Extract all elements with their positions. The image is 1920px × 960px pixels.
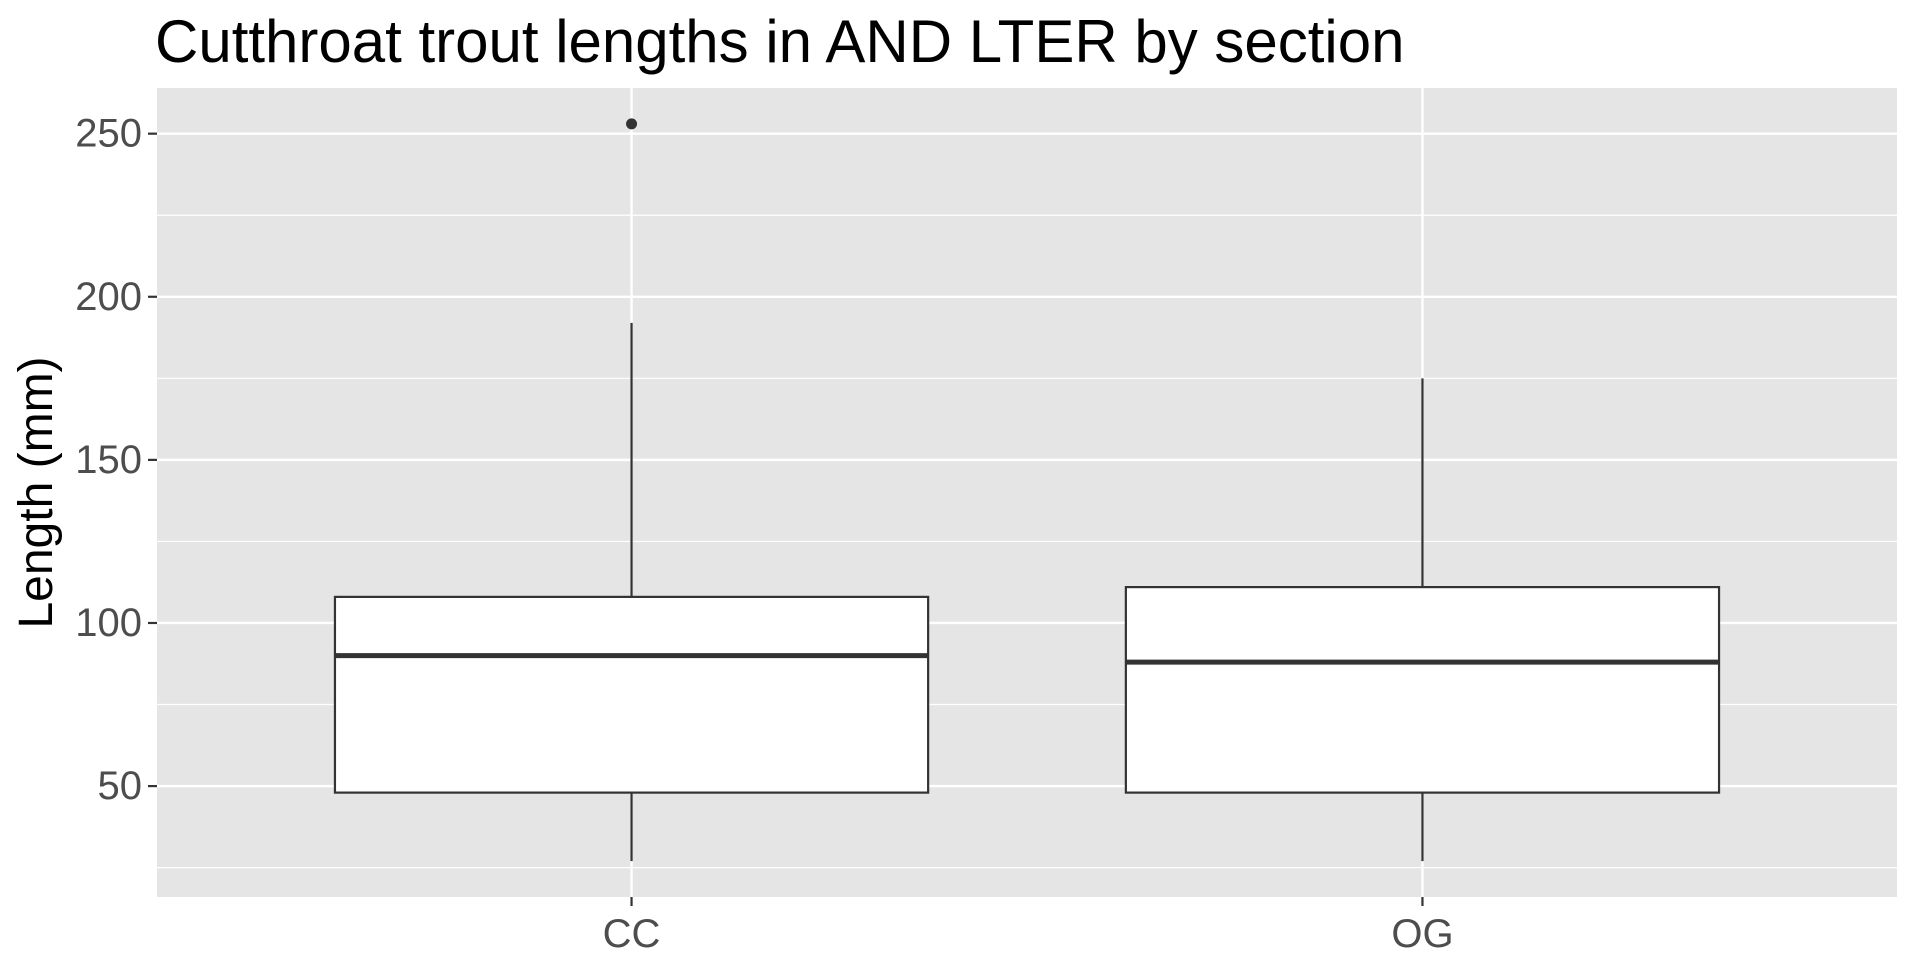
box-og	[1124, 378, 1721, 862]
y-tick-label: 50	[98, 764, 143, 808]
box-iqr	[1124, 586, 1721, 794]
box-plots	[333, 118, 1721, 862]
y-axis: 50 100 150 200 250	[75, 112, 157, 808]
y-axis-title: Length (mm)	[10, 356, 63, 628]
y-tick-label: 200	[75, 275, 142, 319]
outlier-point	[626, 118, 638, 130]
box-iqr	[333, 595, 930, 794]
x-axis: CC OG	[603, 897, 1454, 956]
y-tick-label: 100	[75, 601, 142, 645]
chart-title: Cutthroat trout lengths in AND LTER by s…	[155, 8, 1404, 75]
x-tick-label: CC	[603, 912, 661, 956]
box-cc	[333, 118, 930, 862]
x-tick-label: OG	[1391, 912, 1453, 956]
y-tick-label: 250	[75, 112, 142, 156]
y-tick-label: 150	[75, 438, 142, 482]
